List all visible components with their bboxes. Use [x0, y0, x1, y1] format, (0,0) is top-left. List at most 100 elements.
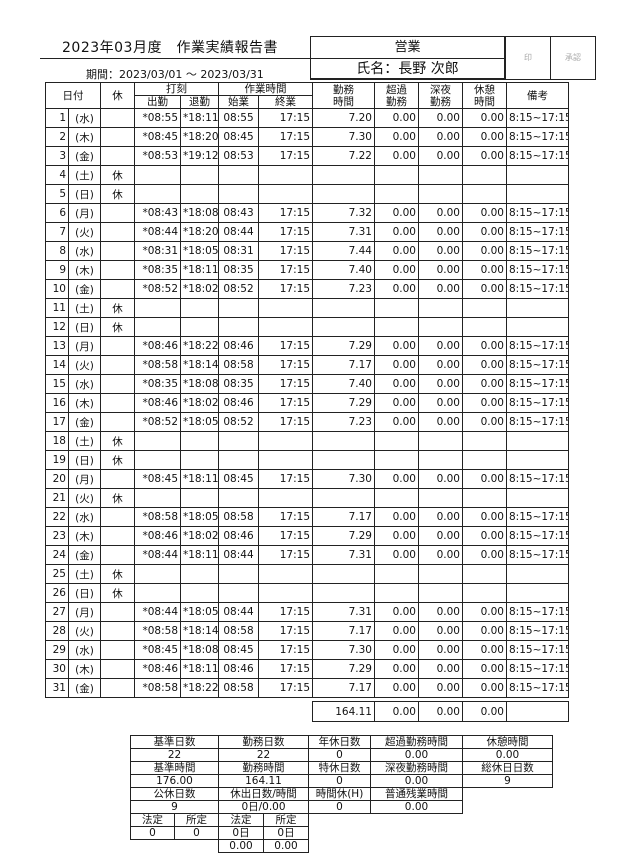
rest: 0.00 [462, 146, 507, 166]
end-time: 17:15 [258, 393, 313, 413]
remarks: 8:15~17:15 [506, 260, 569, 280]
rest [462, 488, 507, 508]
holiday-mark: 休 [100, 431, 135, 451]
rest: 0.00 [462, 412, 507, 432]
table-row: 7 (火) *08:44 *18:20 08:44 17:15 7.31 0.00 0.00 0.… [45, 222, 569, 242]
label: 超過勤務時間 [370, 735, 463, 749]
overtime: 0.00 [374, 260, 419, 280]
holiday-mark [100, 127, 135, 147]
end-time: 17:15 [258, 507, 313, 527]
col-work-hours: 勤務 時間 [312, 82, 375, 109]
start-time [218, 564, 259, 584]
clock-out [180, 488, 219, 508]
rest: 0.00 [462, 748, 553, 762]
col-start: 始業 [218, 95, 259, 109]
table-row: 31 (金) *08:58 *18:22 08:58 17:15 7.17 0.00 0.00 0… [45, 678, 569, 698]
work-hours: 7.30 [312, 469, 375, 489]
clock-in: *08:46 [134, 393, 181, 413]
annual-leave: 0 [308, 748, 371, 762]
holiday-mark: 休 [100, 450, 135, 470]
total-night: 0.00 [418, 701, 463, 722]
start-time: 08:45 [218, 640, 259, 660]
end-time [258, 165, 313, 185]
overtime: 0.00 [374, 336, 419, 356]
end-time: 17:15 [258, 203, 313, 223]
start-time: 08:44 [218, 222, 259, 242]
weekday: (金) [68, 146, 101, 166]
clock-in [134, 564, 181, 584]
holiday-mark [100, 621, 135, 641]
start-time: 08:45 [218, 127, 259, 147]
holiday-work: 0日/0.00 [218, 800, 309, 814]
start-time: 08:45 [218, 469, 259, 489]
rest [462, 184, 507, 204]
overtime [374, 583, 419, 603]
end-time: 17:15 [258, 241, 313, 261]
holiday-mark [100, 374, 135, 394]
day: 10 [45, 279, 69, 299]
day: 29 [45, 640, 69, 660]
night [418, 165, 463, 185]
holiday-mark [100, 336, 135, 356]
work-hours: 7.31 [312, 545, 375, 565]
label: 時間休(H) [308, 787, 371, 801]
night: 0.00 [418, 374, 463, 394]
clock-out: *18:14 [180, 621, 219, 641]
rest: 0.00 [462, 640, 507, 660]
night: 0.00 [418, 355, 463, 375]
col-rest: 休憩 時間 [462, 82, 507, 109]
weekday: (火) [68, 222, 101, 242]
clock-in: *08:55 [134, 108, 181, 128]
holiday-mark [100, 108, 135, 128]
night: 0.00 [418, 602, 463, 622]
total-holidays: 9 [462, 774, 553, 788]
holiday-mark: 休 [100, 488, 135, 508]
hw-prescribed-hours: 0.00 [263, 839, 309, 853]
day: 15 [45, 374, 69, 394]
label: 年休日数 [308, 735, 371, 749]
night: 0.00 [418, 108, 463, 128]
col-remarks: 備考 [506, 82, 569, 109]
day: 19 [45, 450, 69, 470]
table-row: 2 (木) *08:45 *18:20 08:45 17:15 7.30 0.00 0.00 0.… [45, 127, 569, 147]
work-hours: 7.22 [312, 146, 375, 166]
holiday-mark [100, 279, 135, 299]
clock-out: *18:11 [180, 545, 219, 565]
night: 0.00 [418, 222, 463, 242]
weekday: (水) [68, 507, 101, 527]
label: 勤務時間 [218, 761, 309, 775]
table-row: 18 (土) 休 [45, 431, 569, 451]
work-hours [312, 184, 375, 204]
weekday: (月) [68, 602, 101, 622]
label: 特休日数 [308, 761, 371, 775]
label: 総休日日数 [462, 761, 553, 775]
day: 7 [45, 222, 69, 242]
overtime: 0.00 [374, 203, 419, 223]
night: 0.00 [418, 621, 463, 641]
end-time: 17:15 [258, 469, 313, 489]
overtime: 0.00 [374, 412, 419, 432]
end-time: 17:15 [258, 621, 313, 641]
clock-out: *18:14 [180, 355, 219, 375]
label: 休憩時間 [462, 735, 553, 749]
weekday: (金) [68, 678, 101, 698]
work-hours: 7.31 [312, 222, 375, 242]
day: 14 [45, 355, 69, 375]
remarks: 8:15~17:15 [506, 279, 569, 299]
overtime: 0.00 [374, 507, 419, 527]
period: 期間：2023/03/01 ～ 2023/03/31 [86, 68, 264, 81]
total-work-hours: 164.11 [312, 701, 375, 722]
day: 30 [45, 659, 69, 679]
remarks [506, 184, 569, 204]
legal-days: 0 [130, 826, 175, 840]
holiday-mark [100, 469, 135, 489]
day: 21 [45, 488, 69, 508]
holiday-mark [100, 678, 135, 698]
remarks: 8:15~17:15 [506, 355, 569, 375]
remarks [506, 564, 569, 584]
start-time [218, 583, 259, 603]
start-time: 08:58 [218, 678, 259, 698]
clock-out: *18:08 [180, 203, 219, 223]
clock-out: *18:02 [180, 279, 219, 299]
holiday-mark: 休 [100, 317, 135, 337]
